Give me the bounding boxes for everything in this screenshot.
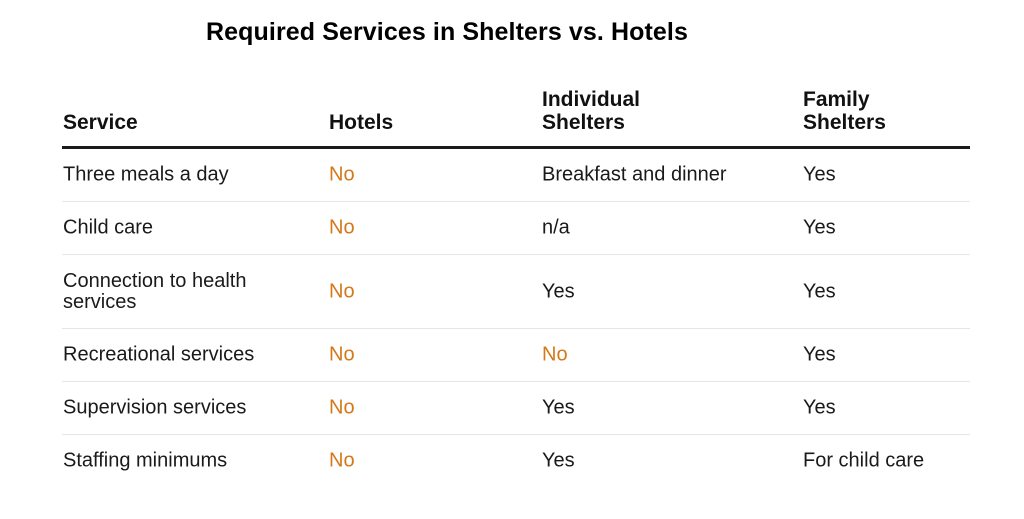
header-hotels: Hotels <box>329 111 393 134</box>
table-row: Staffing minimums No Yes For child care <box>62 435 970 487</box>
header-family-line1: Family <box>803 88 870 111</box>
table-header: Service Hotels Individual Shelters Famil… <box>62 86 970 149</box>
cell-individual: Breakfast and dinner <box>542 163 727 186</box>
table-row: Supervision services No Yes Yes <box>62 382 970 435</box>
table-title: Required Services in Shelters vs. Hotels <box>206 18 688 46</box>
cell-service: Staffing minimums <box>63 449 228 472</box>
cell-service: Recreational services <box>63 343 255 366</box>
header-individual-line2: Shelters <box>542 111 625 134</box>
cell-family: Yes <box>803 396 836 419</box>
header-family-line2: Shelters <box>803 111 886 134</box>
cell-family: Yes <box>803 216 836 239</box>
cell-service: Supervision services <box>63 396 247 419</box>
header-individual-shelters: Individual Shelters <box>542 88 640 134</box>
cell-family: For child care <box>803 449 925 472</box>
table-row: Connection to health services No Yes Yes <box>62 255 970 329</box>
cell-hotels: No <box>329 163 355 186</box>
cell-individual: n/a <box>542 216 570 239</box>
header-hotels-line1: Hotels <box>329 111 394 134</box>
header-individual-line1: Individual <box>542 88 641 111</box>
cell-hotels: No <box>329 343 355 366</box>
services-table: Service Hotels Individual Shelters Famil… <box>62 86 970 487</box>
header-service-line1: Service <box>63 111 138 134</box>
table-row: Child care No n/a Yes <box>62 202 970 255</box>
cell-service: Connection to health services <box>63 269 247 313</box>
cell-hotels: No <box>329 216 355 239</box>
cell-service: Child care <box>63 216 154 239</box>
cell-family: Yes <box>803 163 836 186</box>
cell-individual: Yes <box>542 280 575 302</box>
cell-individual: Yes <box>542 396 575 419</box>
cell-hotels: No <box>329 396 355 419</box>
table-row: Three meals a day No Breakfast and dinne… <box>62 149 970 202</box>
cell-individual: No <box>542 343 568 366</box>
cell-family: Yes <box>803 343 836 366</box>
header-service: Service <box>63 111 303 134</box>
cell-family: Yes <box>803 280 836 302</box>
cell-service: Three meals a day <box>63 163 229 186</box>
header-family-shelters: Family Shelters <box>803 88 886 134</box>
cell-hotels: No <box>329 280 355 302</box>
table-row: Recreational services No No Yes <box>62 329 970 382</box>
cell-hotels: No <box>329 449 355 472</box>
cell-individual: Yes <box>542 449 575 472</box>
